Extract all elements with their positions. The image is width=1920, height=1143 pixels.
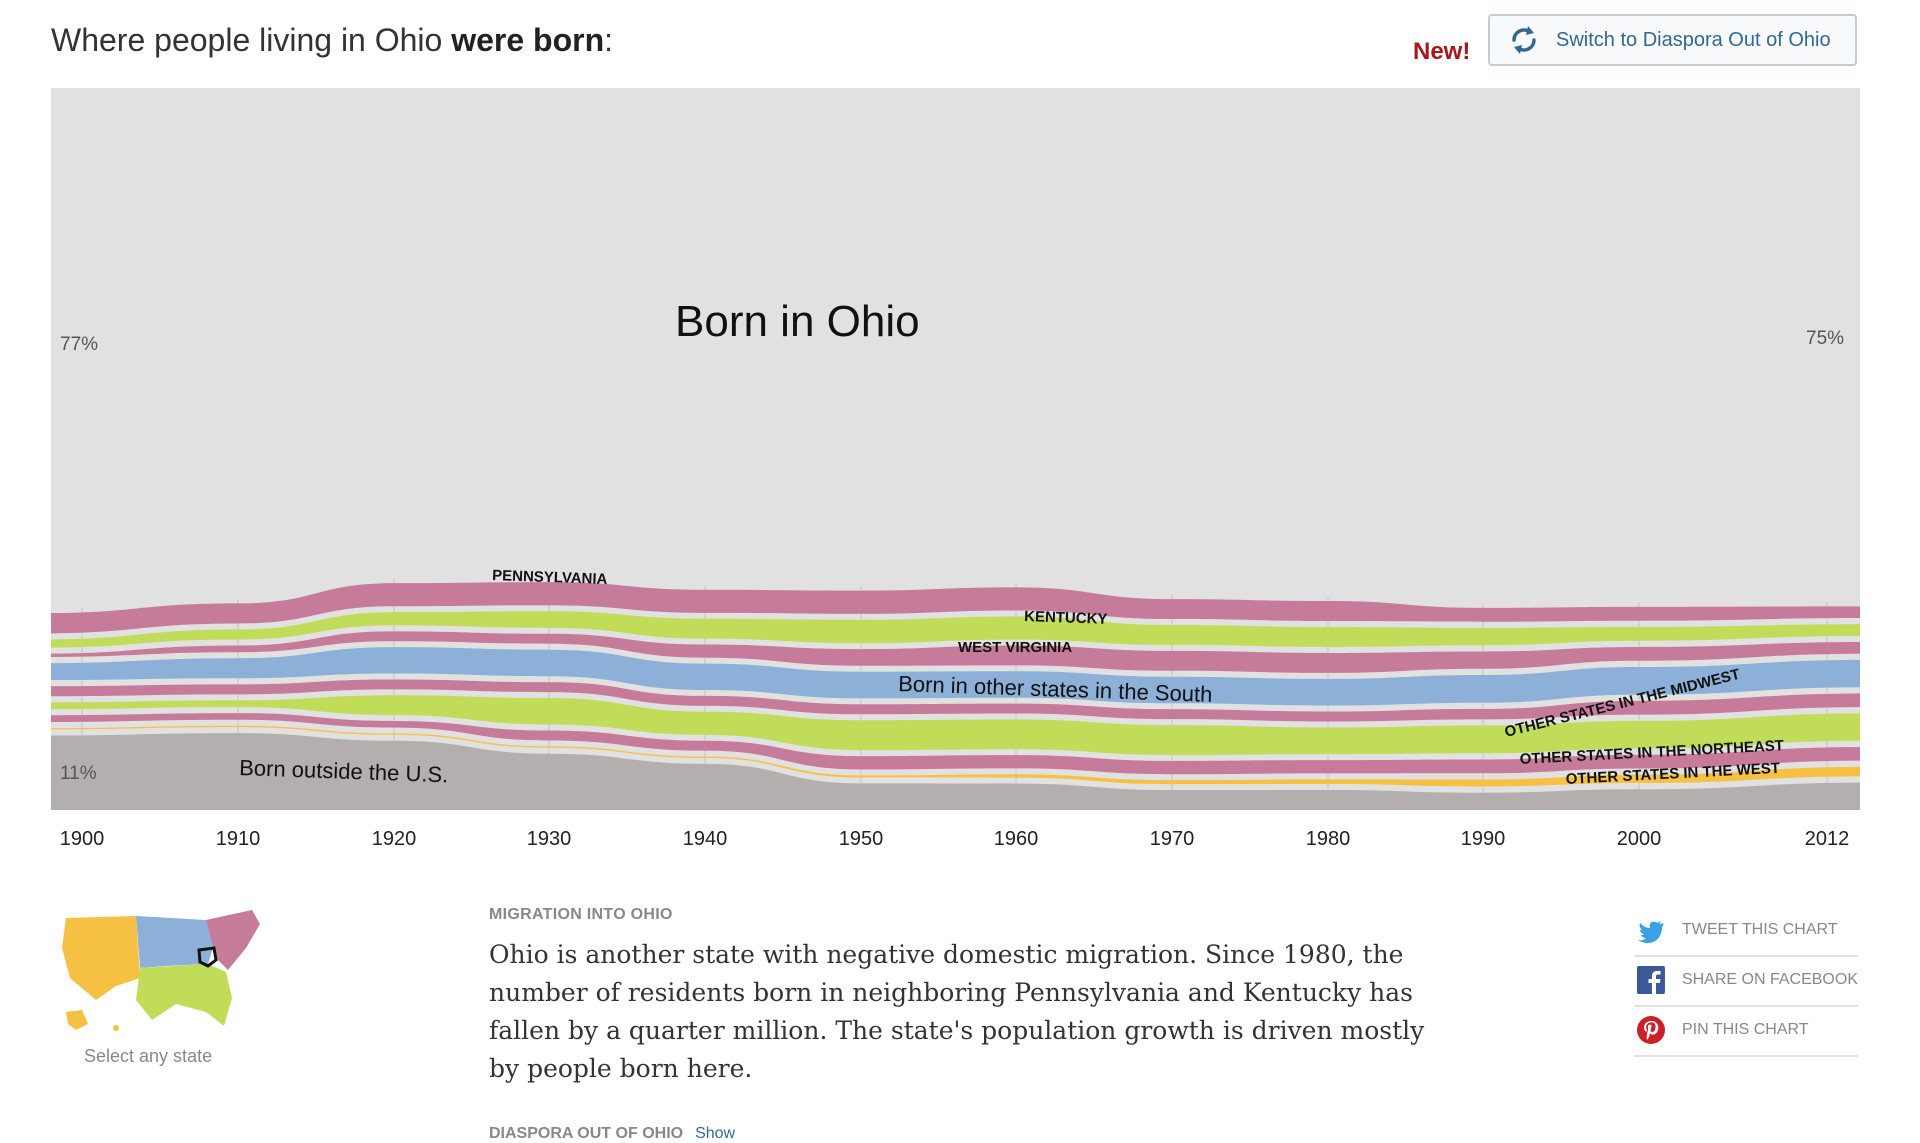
diaspora-heading: DIASPORA OUT OF OHIO Show <box>489 1125 735 1143</box>
label-kentucky: KENTUCKY <box>1024 608 1108 628</box>
stream-born-in-ohio[interactable] <box>40 88 1870 609</box>
value-label-end-top: 75% <box>1806 328 1844 349</box>
chart-streams[interactable] <box>40 88 1870 810</box>
pinterest-icon <box>1637 1016 1665 1044</box>
x-tick-label: 1950 <box>839 828 884 850</box>
switch-diaspora-label: Switch to Diaspora Out of Ohio <box>1556 28 1831 51</box>
stream-west-virginia[interactable] <box>40 631 1870 673</box>
tweet-chart-button[interactable]: TWEET THIS CHART <box>1634 905 1858 957</box>
region-midwest-shape[interactable] <box>136 916 216 968</box>
alaska-shape <box>66 1010 88 1030</box>
section-heading: MIGRATION INTO OHIO <box>489 906 673 923</box>
title-plain: Where people living in Ohio <box>51 22 443 58</box>
chart-title: Where people living in Ohio were born: <box>51 22 613 59</box>
x-tick-label: 1940 <box>683 828 728 850</box>
diaspora-show-link[interactable]: Show <box>695 1125 736 1142</box>
x-tick-label: 1960 <box>994 828 1039 850</box>
new-label: New! <box>1413 38 1471 65</box>
stream-born-outside-the-u-s-[interactable] <box>40 733 1870 810</box>
region-south-shape[interactable] <box>136 964 232 1026</box>
chart-x-axis: 1900 1910 1920 1930 1940 1950 1960 1970 1980 1990… <box>60 828 1850 850</box>
region-northeast-shape[interactable] <box>206 910 260 970</box>
label-pennsylvania: PENNSYLVANIA <box>492 567 608 588</box>
x-tick-label: 1990 <box>1461 828 1506 850</box>
stream-born-in-other-states-in-the-midwest[interactable] <box>40 647 1870 706</box>
stream-other-states-in-the-northeast[interactable] <box>40 713 1870 775</box>
region-west-shape[interactable] <box>62 916 140 1000</box>
ohio-state-shape[interactable] <box>197 946 218 968</box>
label-west-virginia: WEST VIRGINIA <box>958 639 1072 656</box>
stream-other-states-in-the-northeast-early-[interactable] <box>40 679 1870 722</box>
hawaii-shape <box>113 1025 119 1031</box>
migration-chart[interactable]: 77% 75% 11% Born in Ohio PENNSYLVANIA KENTUCK… <box>0 0 1920 880</box>
share-facebook-button[interactable]: SHARE ON FACEBOOK <box>1634 955 1858 1007</box>
twitter-icon <box>1638 921 1664 943</box>
x-tick-label: 1910 <box>216 828 261 850</box>
x-tick-label: 1970 <box>1150 828 1195 850</box>
value-label-start-bottom: 11% <box>60 763 97 784</box>
state-selector-map[interactable] <box>56 908 266 1038</box>
stream-kentucky[interactable] <box>40 611 1870 648</box>
tweet-chart-label: TWEET THIS CHART <box>1682 921 1838 938</box>
x-tick-label: 1920 <box>372 828 417 850</box>
value-label-start-top: 77% <box>60 334 98 355</box>
refresh-icon <box>1512 26 1536 54</box>
pin-chart-label: PIN THIS CHART <box>1682 1021 1809 1038</box>
title-colon: : <box>604 22 614 58</box>
select-state-caption: Select any state <box>84 1046 213 1066</box>
x-tick-label: 1900 <box>60 828 105 850</box>
title-bold: were born <box>451 22 605 58</box>
description-text: Ohio is another state with negative dome… <box>489 940 1425 1083</box>
facebook-icon <box>1636 966 1665 994</box>
label-born-in-ohio: Born in Ohio <box>675 297 920 346</box>
stream-other-states-in-the-west[interactable] <box>40 725 1870 787</box>
switch-diaspora-button[interactable]: Switch to Diaspora Out of Ohio <box>1488 14 1857 66</box>
x-tick-label: 2012 <box>1805 828 1850 850</box>
stream-pennsylvania[interactable] <box>40 582 1870 634</box>
x-tick-label: 2000 <box>1617 828 1662 850</box>
x-tick-label: 1930 <box>527 828 572 850</box>
pin-chart-button[interactable]: PIN THIS CHART <box>1634 1005 1858 1057</box>
stream-born-in-other-states-in-the-south[interactable] <box>40 695 1870 755</box>
x-tick-label: 1980 <box>1306 828 1351 850</box>
diaspora-heading-text: DIASPORA OUT OF OHIO <box>489 1125 684 1142</box>
share-facebook-label: SHARE ON FACEBOOK <box>1681 971 1858 988</box>
